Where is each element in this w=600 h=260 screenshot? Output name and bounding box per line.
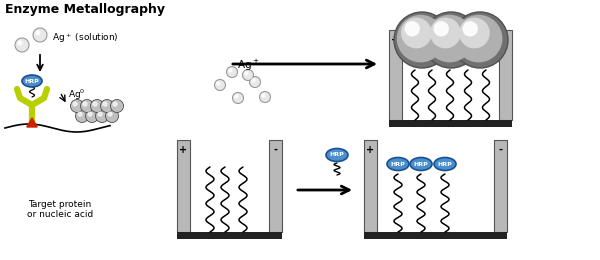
Text: -: - [503,35,507,45]
Circle shape [401,18,432,48]
Text: -: - [498,145,502,155]
Text: +: + [366,145,374,155]
Text: +: + [179,145,187,155]
Circle shape [93,102,97,106]
Circle shape [80,100,94,113]
Circle shape [91,100,104,113]
Text: HRP: HRP [25,79,40,83]
Circle shape [262,94,265,97]
Bar [269,140,281,232]
Ellipse shape [22,75,42,87]
Circle shape [33,28,47,42]
Circle shape [71,100,83,113]
Ellipse shape [434,158,456,171]
Text: HRP: HRP [437,161,452,166]
Circle shape [252,79,255,82]
Circle shape [101,100,113,113]
Circle shape [76,109,89,122]
Circle shape [217,82,220,85]
Circle shape [86,109,98,122]
Circle shape [250,76,260,88]
Circle shape [73,102,77,106]
Circle shape [36,31,40,35]
Bar [176,232,281,239]
Bar [364,140,377,232]
Circle shape [235,95,238,98]
Circle shape [233,93,244,103]
Circle shape [215,80,226,90]
Text: Ag$^+$: Ag$^+$ [237,57,259,73]
Circle shape [459,18,490,48]
Circle shape [88,112,92,116]
Text: Ag$^+$ (solution): Ag$^+$ (solution) [52,31,119,45]
Ellipse shape [326,148,348,161]
Text: HRP: HRP [413,161,428,166]
Circle shape [242,69,254,81]
Text: +: + [391,35,399,45]
Circle shape [434,22,448,36]
Ellipse shape [410,158,432,171]
Bar [389,120,512,127]
Circle shape [108,112,112,116]
Circle shape [426,15,473,62]
Text: HRP: HRP [329,153,344,158]
Circle shape [83,102,87,106]
Circle shape [18,41,22,45]
Circle shape [110,100,124,113]
Text: Target protein
or nucleic acid: Target protein or nucleic acid [27,200,93,219]
Circle shape [397,15,445,62]
Bar [499,30,512,120]
Circle shape [98,112,102,116]
Bar [389,30,401,120]
Bar [494,140,506,232]
Text: Ag$^0$: Ag$^0$ [68,88,86,102]
Bar [364,232,506,239]
Circle shape [113,102,117,106]
Circle shape [463,22,477,36]
Circle shape [455,15,502,62]
Circle shape [95,109,109,122]
Circle shape [229,69,232,72]
Text: Enzyme Metallography: Enzyme Metallography [5,3,165,16]
Ellipse shape [387,158,409,171]
Bar [176,140,190,232]
Circle shape [15,38,29,52]
Circle shape [430,18,461,48]
Circle shape [245,72,248,75]
Circle shape [452,12,508,68]
Text: -: - [273,145,277,155]
Circle shape [227,67,238,77]
Text: Metallic silver
(conductive): Metallic silver (conductive) [419,18,481,37]
Circle shape [405,22,419,36]
Circle shape [394,12,450,68]
Circle shape [103,102,107,106]
Text: HRP: HRP [391,161,406,166]
Circle shape [78,112,82,116]
Circle shape [260,92,271,102]
Circle shape [106,109,119,122]
Circle shape [423,12,479,68]
